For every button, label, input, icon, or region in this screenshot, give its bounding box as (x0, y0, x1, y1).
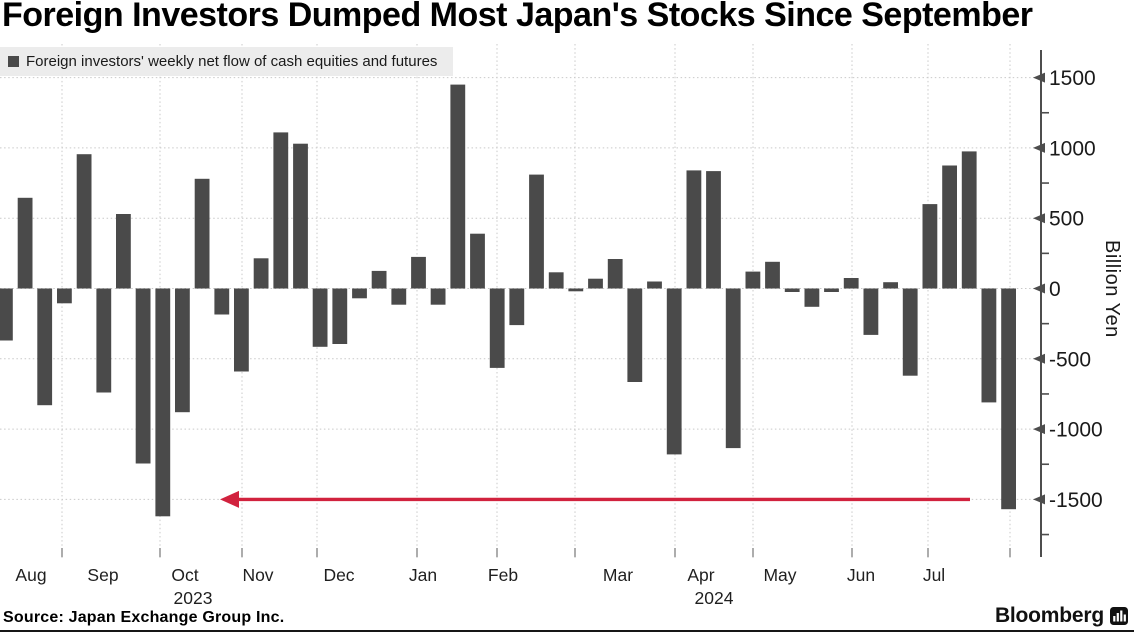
bar (234, 288, 249, 372)
month-label: Apr (687, 565, 714, 585)
month-label: May (763, 565, 796, 585)
bar (922, 204, 938, 289)
bar (96, 288, 112, 393)
month-label: Oct (171, 565, 198, 585)
bar (647, 281, 662, 289)
bar (135, 288, 151, 464)
month-label: Mar (603, 565, 633, 585)
y-tick-arrow-icon (1033, 283, 1045, 294)
bar (529, 174, 544, 289)
bar (430, 288, 446, 305)
page-title: Foreign Investors Dumped Most Japan's St… (2, 0, 1033, 34)
month-label: Jul (923, 565, 945, 585)
legend-label: Foreign investors' weekly net flow of ca… (26, 53, 438, 70)
bar (293, 143, 308, 289)
bar (175, 288, 190, 413)
month-label: Aug (15, 565, 46, 585)
bar (371, 270, 387, 289)
y-tick-arrow-icon (1033, 494, 1045, 505)
bar (391, 288, 407, 305)
legend: Foreign investors' weekly net flow of ca… (0, 47, 454, 76)
bar (725, 288, 741, 449)
bar (194, 178, 210, 289)
month-label: Jan (409, 565, 437, 585)
y-tick-label: 1500 (1049, 67, 1096, 90)
y-tick-arrow-icon (1033, 213, 1045, 224)
bar (450, 84, 466, 289)
bar (804, 288, 820, 307)
bar (627, 288, 643, 382)
trend-arrow-head (220, 490, 239, 508)
bar (312, 288, 328, 347)
legend-square-icon (8, 56, 19, 67)
y-tick-arrow-icon (1033, 72, 1045, 83)
bar (784, 288, 800, 292)
bar (981, 288, 997, 403)
bar (863, 288, 879, 335)
bar (706, 171, 721, 289)
y-tick-label: -1500 (1049, 489, 1103, 512)
bar (548, 272, 564, 289)
y-tick-arrow-icon (1033, 142, 1045, 153)
bar (666, 288, 682, 455)
bar (17, 197, 33, 289)
bar (155, 288, 171, 517)
y-tick-label: 1000 (1049, 137, 1096, 160)
bar (332, 288, 348, 344)
bar (352, 288, 367, 299)
y-tick-label: 500 (1049, 208, 1084, 231)
bar (902, 288, 918, 376)
y-tick-label: -1000 (1049, 419, 1103, 442)
bar (961, 151, 977, 289)
year-label: 2024 (695, 588, 734, 608)
bar (1001, 288, 1016, 510)
source-note: Source: Japan Exchange Group Inc. (3, 609, 285, 626)
bar (942, 165, 957, 289)
bar (765, 261, 780, 289)
bar (116, 214, 131, 289)
y-tick-label: -500 (1049, 348, 1091, 371)
bar (607, 259, 623, 289)
bar (489, 288, 505, 368)
bar (588, 278, 603, 289)
year-label: 2023 (174, 588, 213, 608)
bottom-divider (0, 630, 1134, 632)
bloomberg-wordmark: Bloomberg (994, 604, 1104, 627)
bar (76, 154, 92, 289)
bar (37, 288, 53, 406)
bar (883, 282, 898, 289)
bar (568, 288, 584, 292)
bloomberg-terminal-icon (1110, 607, 1128, 625)
bar (470, 233, 485, 289)
bloomberg-logo: Bloomberg (995, 604, 1128, 628)
month-label: Jun (847, 565, 875, 585)
y-tick-arrow-icon (1033, 353, 1045, 364)
month-label: Nov (242, 565, 273, 585)
bar (824, 288, 839, 292)
bar (509, 288, 525, 326)
bar (253, 258, 269, 289)
bar (214, 288, 230, 315)
bar (411, 256, 426, 289)
bar (843, 278, 859, 289)
y-tick-label: 0 (1049, 278, 1061, 301)
bar (57, 288, 72, 304)
bar (0, 288, 13, 341)
month-label: Sep (87, 565, 118, 585)
y-tick-arrow-icon (1033, 424, 1045, 435)
bar (273, 132, 289, 289)
month-label: Dec (323, 565, 354, 585)
bar (686, 170, 702, 289)
y-axis-unit-label: Billion Yen (1101, 240, 1123, 338)
month-label: Feb (488, 565, 518, 585)
bar (745, 271, 761, 289)
